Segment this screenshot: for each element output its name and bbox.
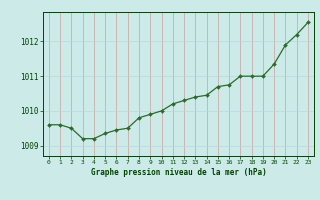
X-axis label: Graphe pression niveau de la mer (hPa): Graphe pression niveau de la mer (hPa) [91,168,266,177]
